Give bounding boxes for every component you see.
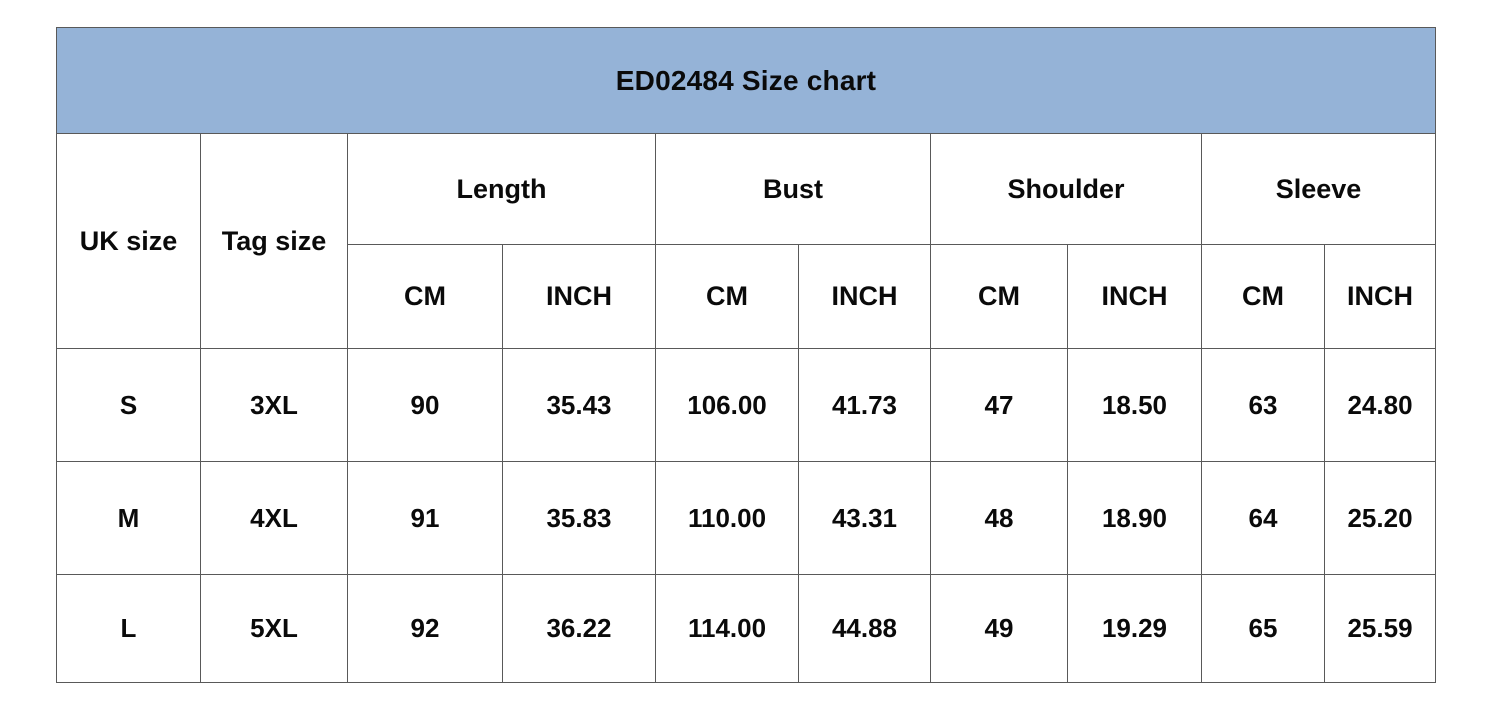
cell-length-cm: 90 <box>347 348 503 462</box>
unit-cell-shoulder-cm: CM <box>930 244 1068 349</box>
cell-uk-size: M <box>56 461 201 575</box>
cell-uk-size: L <box>56 574 201 683</box>
col-group-shoulder: Shoulder <box>930 133 1202 245</box>
cell-shoulder-cm: 49 <box>930 574 1068 683</box>
cell-bust-inch: 43.31 <box>798 461 931 575</box>
cell-length-cm: 92 <box>347 574 503 683</box>
cell-shoulder-inch: 19.29 <box>1067 574 1202 683</box>
cell-bust-cm: 106.00 <box>655 348 799 462</box>
cell-sleeve-inch: 25.59 <box>1323 574 1437 683</box>
cell-sleeve-cm: 64 <box>1201 461 1325 575</box>
cell-shoulder-inch: 18.50 <box>1067 348 1202 462</box>
cell-length-inch: 36.22 <box>502 574 656 683</box>
unit-cell-sleeve-cm: CM <box>1201 244 1325 349</box>
title-row: ED02484 Size chart <box>55 27 1437 134</box>
cell-length-inch: 35.43 <box>502 348 656 462</box>
unit-cell-length-inch: INCH <box>502 244 656 349</box>
cell-sleeve-cm: 65 <box>1201 574 1325 683</box>
unit-cell-sleeve-inch: INCH <box>1323 244 1437 349</box>
header-group-row: UK size Tag size Length Bust Shoulder Sl… <box>56 133 1437 349</box>
unit-cell-bust-inch: INCH <box>798 244 931 349</box>
cell-length-inch: 35.83 <box>502 461 656 575</box>
cell-shoulder-inch: 18.90 <box>1067 461 1202 575</box>
unit-cell-length-cm: CM <box>347 244 503 349</box>
col-group-sleeve: Sleeve <box>1200 133 1437 245</box>
header-cell-uk-size: UK size <box>56 133 201 349</box>
unit-cell-bust-cm: CM <box>655 244 799 349</box>
cell-tag-size: 5XL <box>200 574 348 683</box>
table-row: M 4XL 91 35.83 110.00 43.31 48 18.90 64 … <box>56 461 1437 575</box>
cell-bust-inch: 44.88 <box>798 574 931 683</box>
cell-sleeve-inch: 24.80 <box>1323 348 1437 462</box>
cell-tag-size: 4XL <box>200 461 348 575</box>
size-chart-table: ED02484 Size chart UK size Tag size Leng… <box>55 27 1437 683</box>
cell-shoulder-cm: 48 <box>930 461 1068 575</box>
size-chart-container: ED02484 Size chart UK size Tag size Leng… <box>55 27 1437 683</box>
cell-uk-size: S <box>56 348 201 462</box>
header-cell-tag-size: Tag size <box>200 133 348 349</box>
cell-bust-cm: 114.00 <box>655 574 799 683</box>
table-row: S 3XL 90 35.43 106.00 41.73 47 18.50 63 … <box>56 348 1437 462</box>
table-row: L 5XL 92 36.22 114.00 44.88 49 19.29 65 … <box>56 574 1437 683</box>
col-group-length: Length <box>347 133 656 245</box>
cell-bust-inch: 41.73 <box>798 348 931 462</box>
col-group-bust: Bust <box>655 133 931 245</box>
cell-bust-cm: 110.00 <box>655 461 799 575</box>
cell-sleeve-cm: 63 <box>1201 348 1325 462</box>
cell-shoulder-cm: 47 <box>930 348 1068 462</box>
cell-tag-size: 3XL <box>200 348 348 462</box>
unit-cell-shoulder-inch: INCH <box>1067 244 1202 349</box>
chart-title: ED02484 Size chart <box>55 27 1437 134</box>
cell-length-cm: 91 <box>347 461 503 575</box>
cell-sleeve-inch: 25.20 <box>1323 461 1437 575</box>
